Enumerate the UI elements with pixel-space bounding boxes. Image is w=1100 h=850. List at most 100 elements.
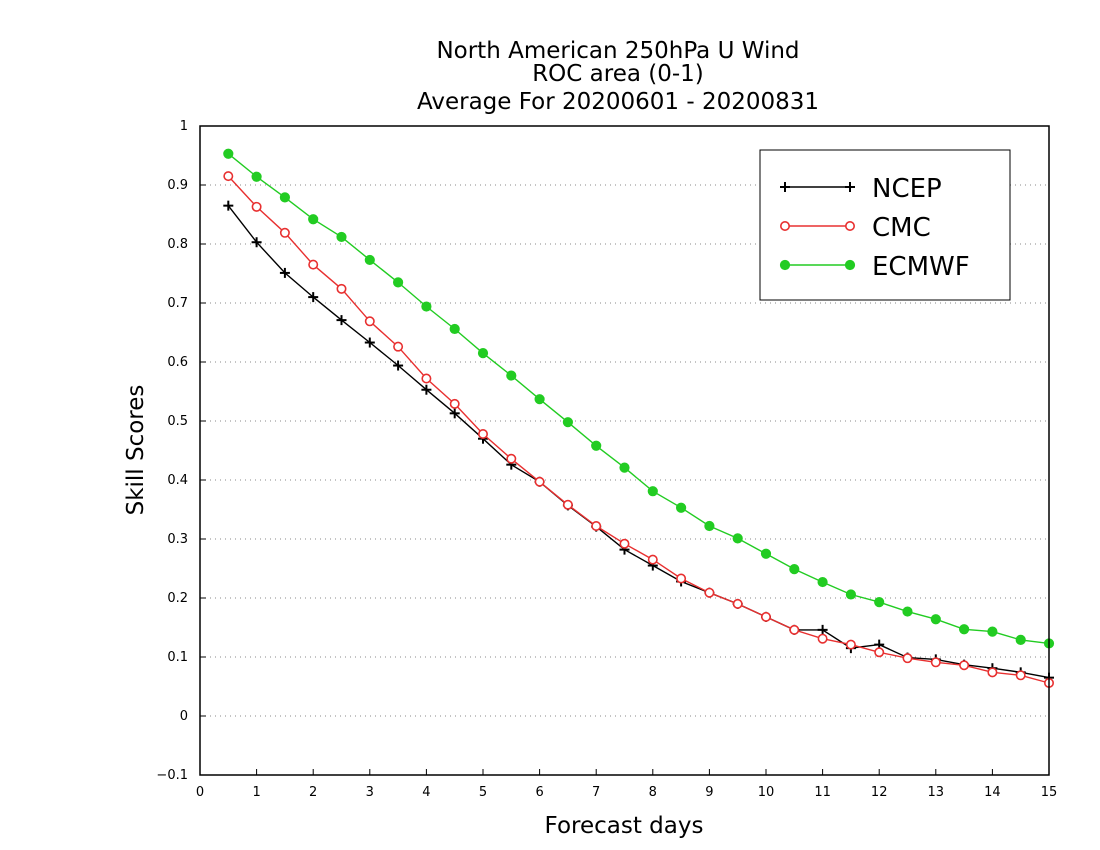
ecmwf-point [789, 563, 800, 575]
y-tick-label: 0.6 [167, 355, 188, 370]
ecmwf-point [251, 171, 262, 182]
ecmwf-point [393, 277, 404, 288]
cmc-point [959, 660, 970, 671]
legend-marker-ecmwf [779, 259, 791, 271]
ecmwf-point [732, 533, 743, 544]
x-tick-label: 9 [705, 785, 713, 800]
ncep-point [393, 360, 404, 371]
title-line-1: North American 250hPa U Wind [436, 38, 799, 64]
y-tick-label: 1 [180, 119, 188, 134]
cmc-point [902, 653, 913, 664]
ecmwf-point [676, 502, 687, 513]
x-tick-label: 12 [871, 785, 888, 800]
cmc-point [223, 171, 234, 182]
cmc-point [619, 538, 630, 549]
legend-marker-cmc [844, 221, 855, 232]
ecmwf-point [308, 214, 319, 225]
cmc-point [789, 624, 800, 635]
ecmwf-point [902, 606, 913, 617]
legend-marker-ecmwf [844, 259, 856, 271]
cmc-point [364, 316, 375, 327]
cmc-point [817, 633, 828, 644]
legend-marker-ncep [845, 182, 855, 192]
ncep-point [223, 200, 234, 211]
ecmwf-point [421, 301, 432, 312]
ecmwf-point [336, 231, 347, 243]
legend-label-ecmwf: ECMWF [872, 252, 970, 282]
ncep-point [364, 337, 375, 348]
legend-label-cmc: CMC [872, 213, 931, 243]
ncep-point [279, 267, 290, 278]
x-tick-label: 4 [422, 785, 430, 800]
ecmwf-point [279, 192, 290, 203]
y-tick-label: 0.4 [167, 473, 188, 488]
ecmwf-point [223, 148, 234, 159]
cmc-point [1015, 670, 1026, 681]
ecmwf-point [930, 614, 941, 625]
cmc-point [987, 667, 998, 678]
ecmwf-point [1015, 634, 1026, 645]
cmc-point [393, 341, 404, 352]
ecmwf-point [987, 626, 998, 637]
cmc-point [874, 647, 885, 658]
x-tick-label: 5 [479, 785, 487, 800]
y-tick-label: 0.8 [167, 237, 188, 252]
ecmwf-point [591, 440, 602, 451]
y-tick-label: 0.2 [167, 591, 188, 606]
ecmwf-point [534, 394, 545, 405]
y-tick-label: 0.5 [167, 414, 188, 429]
legend-item-ncep: NCEP [780, 174, 942, 204]
x-tick-label: 13 [928, 785, 945, 800]
legend: NCEP CMC ECMWF [759, 149, 1011, 301]
y-tick-label: 0.3 [167, 532, 188, 547]
ncep-point [336, 315, 347, 326]
cmc-point [336, 283, 347, 294]
chart-title: North American 250hPa U Wind ROC area (0… [417, 38, 819, 115]
x-tick-label: 2 [309, 785, 317, 800]
ecmwf-point [449, 323, 460, 335]
x-tick-label: 7 [592, 785, 600, 800]
cmc-point [449, 398, 460, 409]
cmc-point [477, 428, 488, 439]
y-tick-label: 0.7 [167, 296, 188, 311]
ecmwf-point [874, 597, 885, 608]
cmc-point [279, 227, 290, 238]
legend-item-ecmwf: ECMWF [779, 252, 970, 282]
ecmwf-point [477, 348, 489, 359]
cmc-point [308, 259, 319, 270]
x-tick-label: 14 [984, 785, 1001, 800]
ecmwf-point [506, 370, 517, 381]
cmc-point [506, 453, 517, 464]
plot-frame [199, 125, 1050, 776]
ncep-point [421, 384, 432, 395]
cmc-point [732, 598, 743, 609]
title-line-3: Average For 20200601 - 20200831 [417, 89, 819, 115]
cmc-point [930, 657, 941, 668]
cmc-point [704, 587, 715, 598]
ncep-point [817, 624, 828, 635]
cmc-point [421, 373, 432, 384]
y-tick-label: −0.1 [156, 768, 188, 783]
axis-ticks: −0.100.10.20.30.40.50.60.70.80.910 1 2 3 4 5 6… [156, 119, 1057, 800]
series-lines [223, 148, 1055, 688]
legend-item-cmc: CMC [779, 213, 931, 243]
x-tick-label: 8 [649, 785, 657, 800]
y-tick-label: 0.1 [167, 650, 188, 665]
cmc-point [251, 201, 262, 212]
y-tick-label: 0 [180, 709, 188, 724]
ecmwf-point [562, 417, 574, 428]
cmc-point [534, 476, 545, 487]
x-tick-label: 3 [366, 785, 374, 800]
y-axis-title: Skill Scores [123, 385, 149, 516]
x-axis-title: Forecast days [545, 813, 704, 839]
ecmwf-point [619, 462, 630, 473]
x-tick-label: 0 [196, 785, 204, 800]
legend-marker-ncep [780, 182, 790, 192]
x-tick-label: 1 [252, 785, 260, 800]
x-tick-label: 11 [814, 785, 831, 800]
x-tick-label: 10 [758, 785, 775, 800]
cmc-point [845, 639, 856, 650]
legend-label-ncep: NCEP [872, 174, 942, 204]
ncep-point [251, 237, 262, 248]
